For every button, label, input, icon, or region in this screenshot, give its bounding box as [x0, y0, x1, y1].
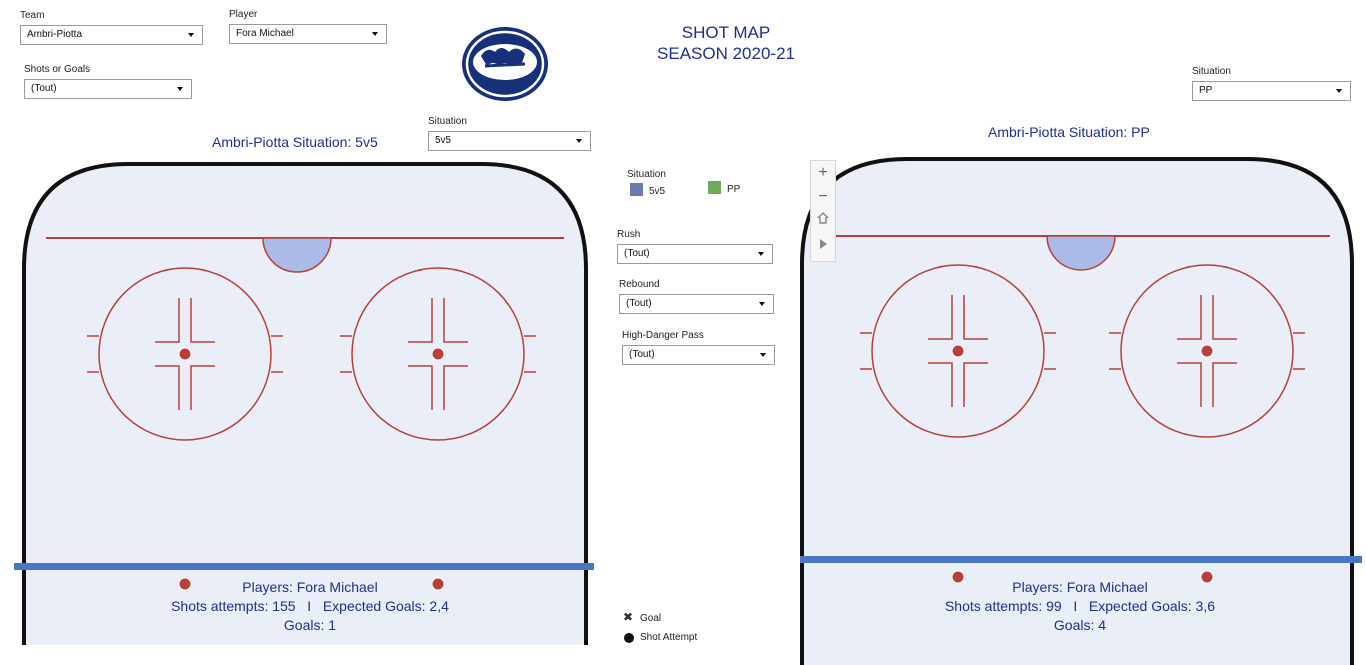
play-icon[interactable]: [811, 237, 835, 255]
rush-value: (Tout): [624, 248, 650, 259]
goal-marker-icon: ✖: [623, 610, 634, 624]
goal-crease: [262, 237, 332, 273]
goal-crease: [1046, 235, 1116, 271]
legend-title: Situation: [627, 169, 666, 180]
left-panel-heading: Ambri-Piotta Situation: 5v5: [212, 134, 378, 150]
faceoff-circle: [98, 267, 272, 441]
chevron-down-icon: [759, 302, 765, 306]
right-shot-map[interactable]: [800, 155, 1362, 665]
chevron-down-icon: [1336, 89, 1342, 93]
rebound-value: (Tout): [626, 298, 652, 309]
rush-dropdown[interactable]: (Tout): [617, 244, 773, 264]
left-goals-text: Goals: 1: [283, 617, 337, 633]
team-dropdown[interactable]: Ambri-Piotta: [20, 25, 203, 45]
hash-mark: [1177, 362, 1202, 407]
hash-mark: [155, 365, 180, 410]
right-players-text: Players: Fora Michael: [1012, 579, 1148, 595]
left-situation-label: Situation: [428, 116, 467, 127]
right-shots-text: Shots attempts: 99 I Expected Goals: 3,6: [944, 598, 1216, 614]
right-situation-value: PP: [1199, 85, 1213, 96]
faceoff-circle: [1120, 264, 1294, 438]
page-title: SHOT MAP SEASON 2020-21: [626, 22, 826, 64]
map-zoom-controls: + −: [810, 160, 836, 262]
rebound-dropdown[interactable]: (Tout): [619, 294, 774, 314]
chevron-down-icon: [576, 139, 582, 143]
hash-mark: [443, 298, 468, 343]
hash-mark: [408, 298, 433, 343]
rebound-label: Rebound: [619, 279, 660, 290]
left-shots-text: Shots attempts: 155 I Expected Goals: 2,…: [171, 598, 449, 614]
shots-or-goals-label: Shots or Goals: [24, 64, 91, 75]
legend-5v5-swatch[interactable]: [630, 183, 643, 196]
rink-background: [14, 160, 594, 645]
left-situation-dropdown[interactable]: 5v5: [428, 131, 591, 151]
blue-line: [800, 556, 1362, 563]
chevron-down-icon: [188, 33, 194, 37]
shots-or-goals-value: (Tout): [31, 83, 57, 94]
neutral-faceoff-dot: [431, 577, 445, 591]
team-dropdown-value: Ambri-Piotta: [27, 29, 83, 40]
hash-mark: [155, 298, 180, 343]
left-players-text: Players: Fora Michael: [242, 579, 378, 595]
faceoff-dot: [431, 347, 445, 361]
left-stats: Players: Fora Michael Shots attempts: 15…: [120, 578, 500, 635]
hash-mark: [1212, 295, 1237, 340]
chevron-down-icon: [372, 32, 378, 36]
shots-or-goals-dropdown[interactable]: (Tout): [24, 79, 192, 99]
neutral-faceoff-dot: [178, 577, 192, 591]
chevron-down-icon: [758, 252, 764, 256]
right-goals-text: Goals: 4: [1053, 617, 1107, 633]
high-danger-pass-label: High-Danger Pass: [622, 330, 704, 341]
hash-mark: [928, 295, 953, 340]
shot-legend-label: Shot Attempt: [640, 632, 698, 643]
faceoff-circle: [871, 264, 1045, 438]
team-logo: [461, 26, 549, 102]
right-panel-heading: Ambri-Piotta Situation: PP: [988, 124, 1150, 140]
legend-pp-label[interactable]: PP: [727, 184, 741, 195]
hash-mark: [928, 362, 953, 407]
shot-marker-icon: [624, 633, 634, 643]
legend-5v5-label[interactable]: 5v5: [649, 186, 666, 197]
rush-label: Rush: [617, 229, 641, 240]
hash-mark: [408, 365, 433, 410]
chevron-down-icon: [760, 353, 766, 357]
right-situation-dropdown[interactable]: PP: [1192, 81, 1351, 101]
hash-mark: [190, 298, 215, 343]
chevron-down-icon: [177, 87, 183, 91]
home-icon[interactable]: [811, 211, 835, 230]
right-stats: Players: Fora Michael Shots attempts: 99…: [890, 578, 1270, 635]
neutral-faceoff-dot: [951, 570, 965, 584]
faceoff-dot: [178, 347, 192, 361]
blue-line: [14, 563, 594, 570]
player-dropdown[interactable]: Fora Michael: [229, 24, 387, 44]
high-danger-pass-value: (Tout): [629, 349, 655, 360]
hash-mark: [963, 362, 988, 407]
left-situation-value: 5v5: [435, 135, 452, 146]
left-shot-map[interactable]: [14, 160, 594, 645]
right-situation-label: Situation: [1192, 66, 1231, 77]
neutral-faceoff-dot: [1200, 570, 1214, 584]
faceoff-dot: [951, 344, 965, 358]
high-danger-pass-dropdown[interactable]: (Tout): [622, 345, 775, 365]
hash-mark: [190, 365, 215, 410]
zoom-in-button[interactable]: +: [818, 164, 828, 181]
hash-mark: [963, 295, 988, 340]
hash-mark: [1212, 362, 1237, 407]
faceoff-circle: [351, 267, 525, 441]
legend-pp-swatch[interactable]: [708, 181, 721, 194]
zoom-out-button[interactable]: −: [818, 188, 828, 205]
hash-mark: [443, 365, 468, 410]
rink-boards: [800, 157, 1354, 665]
player-label: Player: [229, 9, 258, 20]
hash-mark: [1177, 295, 1202, 340]
title-line-2: SEASON 2020-21: [657, 44, 795, 63]
player-dropdown-value: Fora Michael: [236, 28, 294, 39]
team-label: Team: [20, 10, 45, 21]
rink-boards: [22, 162, 588, 645]
faceoff-dot: [1200, 344, 1214, 358]
title-line-1: SHOT MAP: [681, 23, 771, 42]
goal-legend-label: Goal: [640, 613, 662, 624]
